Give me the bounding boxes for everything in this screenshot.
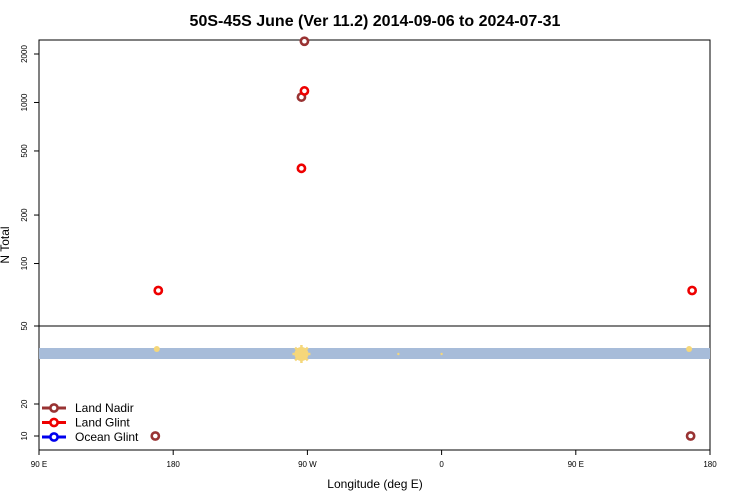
y-tick-label: 100 (20, 256, 29, 270)
ocean-marker (153, 346, 160, 352)
ocean-marker (686, 346, 693, 352)
chart-title: 50S-45S June (Ver 11.2) 2014-09-06 to 20… (190, 13, 561, 30)
y-tick-label: 50 (20, 321, 29, 330)
legend-marker (49, 417, 59, 428)
data-point-land-glint (153, 285, 164, 296)
y-axis-label: N Total (0, 226, 12, 263)
legend-marker (49, 432, 59, 442)
y-tick-label: 200 (20, 208, 29, 222)
ocean-marker (397, 352, 400, 356)
y-tick-label: 10 (20, 431, 29, 440)
y-tick-label: 2000 (20, 45, 29, 63)
legend-label: Land Glint (75, 416, 130, 430)
x-axis-label: Longitude (deg E) (327, 477, 422, 491)
legend-label: Ocean Glint (75, 430, 139, 444)
legend-label: Land Nadir (75, 401, 134, 415)
plot-area: 90 E 180 90 W 0 90 E 180 50 100 200 500 1000 2000 10… (20, 36, 717, 469)
legend-marker (49, 403, 59, 413)
x-tick-label: 180 (167, 460, 181, 469)
data-point-land-nadir (685, 431, 696, 441)
x-tick-label: 0 (439, 460, 444, 469)
data-point-land-glint (299, 86, 310, 96)
ocean-marker (440, 352, 443, 356)
y-tick-label: 20 (20, 399, 29, 408)
plot-frame (38, 39, 711, 451)
ocean-marker-ray (300, 346, 309, 355)
data-point-land-glint (687, 285, 698, 296)
x-tick-label: 90 W (298, 460, 317, 469)
y-tick-label: 1000 (20, 93, 29, 111)
data-point-land-nadir (150, 431, 161, 441)
ocean-band (39, 348, 710, 359)
y-tick-label: 500 (20, 144, 29, 158)
x-tick-label: 180 (703, 460, 717, 469)
data-point-land-nadir (299, 36, 310, 47)
x-tick-label: 90 E (31, 460, 47, 469)
x-tick-label: 90 E (568, 460, 584, 469)
data-point-land-glint (296, 163, 307, 174)
